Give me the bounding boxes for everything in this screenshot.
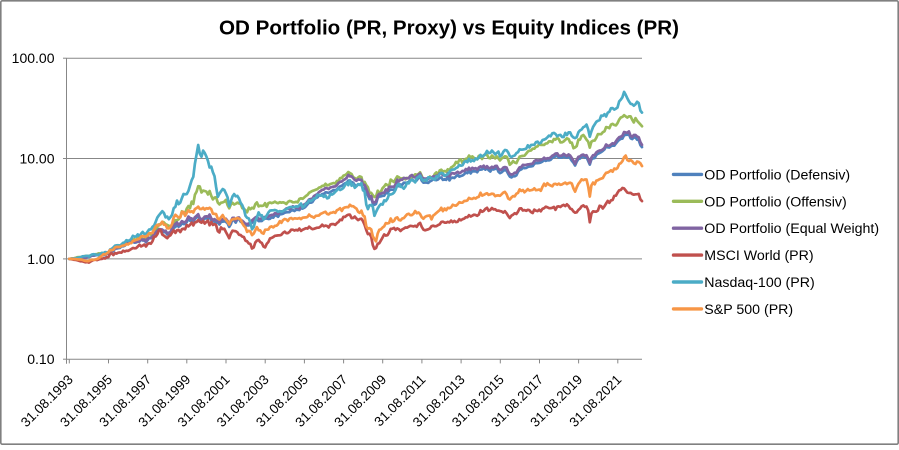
svg-text:OD Portfolio (PR, Proxy) vs Eq: OD Portfolio (PR, Proxy) vs Equity Indic… [219, 17, 679, 40]
svg-text:10.00: 10.00 [19, 151, 54, 167]
svg-text:OD Portfolio (Offensiv): OD Portfolio (Offensiv) [704, 194, 846, 210]
svg-text:1.00: 1.00 [27, 251, 54, 267]
svg-text:OD Portfolio (Equal Weight): OD Portfolio (Equal Weight) [704, 221, 879, 237]
svg-text:OD Portfolio (Defensiv): OD Portfolio (Defensiv) [704, 167, 850, 183]
svg-text:MSCI World (PR): MSCI World (PR) [704, 248, 813, 264]
svg-text:100.00: 100.00 [12, 50, 55, 66]
svg-text:S&P 500 (PR): S&P 500 (PR) [704, 302, 793, 318]
svg-text:Nasdaq-100 (PR): Nasdaq-100 (PR) [704, 275, 814, 291]
svg-text:0.10: 0.10 [27, 351, 54, 367]
